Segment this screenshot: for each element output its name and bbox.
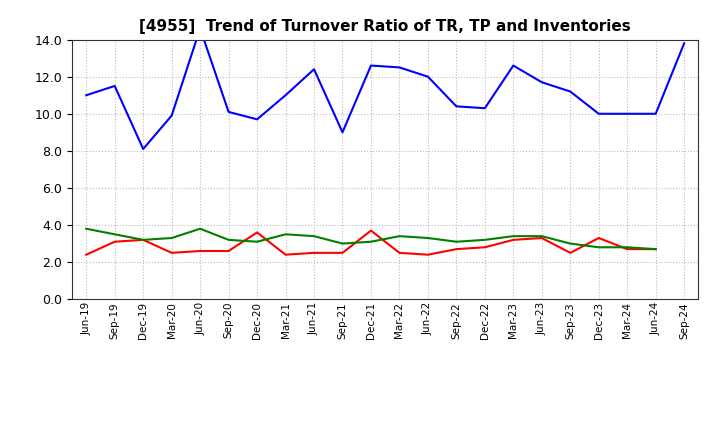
Trade Receivables bbox=[167, 250, 176, 256]
Trade Payables bbox=[509, 63, 518, 68]
Trade Payables bbox=[623, 111, 631, 117]
Trade Payables bbox=[595, 111, 603, 117]
Trade Receivables bbox=[110, 239, 119, 244]
Inventories bbox=[225, 237, 233, 242]
Inventories bbox=[196, 226, 204, 231]
Inventories bbox=[395, 234, 404, 239]
Inventories bbox=[282, 231, 290, 237]
Title: [4955]  Trend of Turnover Ratio of TR, TP and Inventories: [4955] Trend of Turnover Ratio of TR, TP… bbox=[140, 19, 631, 34]
Trade Receivables bbox=[566, 250, 575, 256]
Inventories bbox=[452, 239, 461, 244]
Line: Inventories: Inventories bbox=[86, 229, 656, 249]
Trade Receivables bbox=[139, 237, 148, 242]
Trade Receivables bbox=[225, 248, 233, 253]
Trade Receivables bbox=[282, 252, 290, 257]
Trade Payables bbox=[282, 92, 290, 98]
Line: Trade Receivables: Trade Receivables bbox=[86, 231, 656, 255]
Inventories bbox=[566, 241, 575, 246]
Trade Payables bbox=[110, 83, 119, 88]
Inventories bbox=[310, 234, 318, 239]
Trade Payables bbox=[310, 66, 318, 72]
Trade Payables bbox=[423, 74, 432, 79]
Trade Payables bbox=[395, 65, 404, 70]
Trade Receivables bbox=[595, 235, 603, 241]
Inventories bbox=[652, 246, 660, 252]
Trade Payables bbox=[139, 147, 148, 152]
Trade Receivables bbox=[623, 246, 631, 252]
Inventories bbox=[82, 226, 91, 231]
Inventories bbox=[110, 231, 119, 237]
Inventories bbox=[537, 234, 546, 239]
Inventories bbox=[139, 237, 148, 242]
Trade Payables bbox=[566, 89, 575, 94]
Trade Receivables bbox=[537, 235, 546, 241]
Trade Payables bbox=[537, 80, 546, 85]
Trade Receivables bbox=[253, 230, 261, 235]
Inventories bbox=[167, 235, 176, 241]
Trade Payables bbox=[652, 111, 660, 117]
Trade Receivables bbox=[480, 245, 489, 250]
Trade Payables bbox=[253, 117, 261, 122]
Trade Receivables bbox=[652, 246, 660, 252]
Trade Receivables bbox=[366, 228, 375, 233]
Inventories bbox=[480, 237, 489, 242]
Inventories bbox=[595, 245, 603, 250]
Trade Payables bbox=[480, 106, 489, 111]
Trade Receivables bbox=[82, 252, 91, 257]
Trade Receivables bbox=[395, 250, 404, 256]
Trade Payables bbox=[366, 63, 375, 68]
Inventories bbox=[338, 241, 347, 246]
Trade Payables bbox=[167, 113, 176, 118]
Trade Payables bbox=[338, 130, 347, 135]
Inventories bbox=[366, 239, 375, 244]
Trade Payables bbox=[680, 40, 688, 46]
Trade Payables bbox=[225, 109, 233, 114]
Trade Receivables bbox=[452, 246, 461, 252]
Trade Receivables bbox=[196, 248, 204, 253]
Trade Receivables bbox=[423, 252, 432, 257]
Inventories bbox=[509, 234, 518, 239]
Trade Receivables bbox=[338, 250, 347, 256]
Trade Receivables bbox=[310, 250, 318, 256]
Inventories bbox=[423, 235, 432, 241]
Inventories bbox=[623, 245, 631, 250]
Trade Payables bbox=[196, 26, 204, 31]
Trade Receivables bbox=[509, 237, 518, 242]
Inventories bbox=[253, 239, 261, 244]
Trade Payables bbox=[82, 92, 91, 98]
Trade Payables bbox=[452, 104, 461, 109]
Line: Trade Payables: Trade Payables bbox=[86, 29, 684, 149]
